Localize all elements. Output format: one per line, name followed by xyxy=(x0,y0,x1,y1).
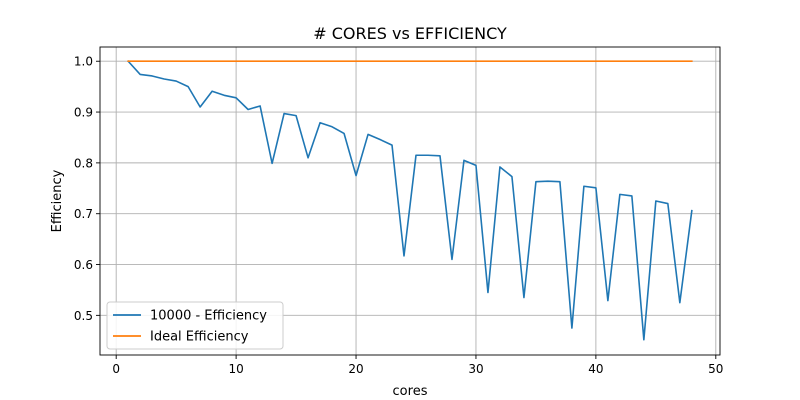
y-tick-label: 0.7 xyxy=(74,207,93,221)
series-layer xyxy=(127,60,693,341)
y-tick-label: 0.8 xyxy=(74,156,93,170)
x-tick-label: 0 xyxy=(112,362,120,376)
x-axis-label: cores xyxy=(393,384,428,399)
x-tick-label: 30 xyxy=(468,362,483,376)
series-line-1 xyxy=(127,60,693,341)
x-tick-label: 40 xyxy=(588,362,603,376)
plot-frame xyxy=(99,46,721,356)
tick-layer: 0 10 20 30 40 50 0.5 0.6 0.7 0.8 0.9 1.0 xyxy=(74,55,724,376)
y-axis-label: Efficiency xyxy=(50,169,65,232)
y-tick-label: 1.0 xyxy=(74,55,93,69)
x-tick-label: 10 xyxy=(228,362,243,376)
y-tick-label: 0.5 xyxy=(74,309,93,323)
y-tick-label: 0.9 xyxy=(74,106,93,120)
legend-label: Ideal Efficiency xyxy=(150,330,249,345)
legend-box xyxy=(106,301,284,350)
x-tick-label: 50 xyxy=(708,362,723,376)
y-tick-label: 0.6 xyxy=(74,258,93,272)
x-tick-label: 20 xyxy=(348,362,363,376)
legend-label: 10000 - Efficiency xyxy=(150,309,267,324)
chart-title: # CORES vs EFFICIENCY xyxy=(313,24,507,43)
legend: 10000 - Efficiency Ideal Efficiency xyxy=(106,301,284,350)
